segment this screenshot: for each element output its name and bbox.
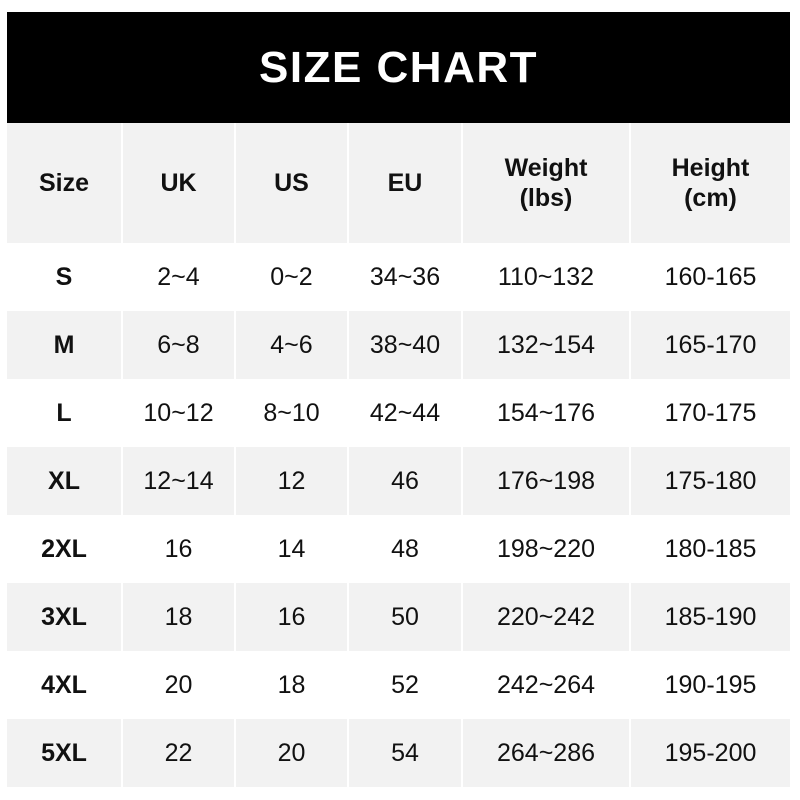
title-banner: SIZE CHART	[7, 12, 790, 123]
cell-us: 18	[235, 651, 349, 719]
table-row: S 2~4 0~2 34~36 110~132 160-165	[7, 243, 790, 311]
table-row: 4XL 20 18 52 242~264 190-195	[7, 651, 790, 719]
column-header-size: Size	[7, 123, 123, 243]
cell-weight: 220~242	[462, 583, 631, 651]
cell-eu: 34~36	[348, 243, 463, 311]
cell-uk: 16	[122, 515, 236, 583]
cell-weight: 154~176	[462, 379, 631, 447]
cell-eu: 48	[348, 515, 463, 583]
cell-eu: 42~44	[348, 379, 463, 447]
cell-us: 14	[235, 515, 349, 583]
column-header-eu-label: EU	[387, 168, 423, 197]
table-row: 5XL 22 20 54 264~286 195-200	[7, 719, 790, 787]
table-row: M 6~8 4~6 38~40 132~154 165-170	[7, 311, 790, 379]
cell-uk: 20	[122, 651, 236, 719]
cell-us: 12	[235, 447, 349, 515]
page-title: SIZE CHART	[259, 42, 538, 92]
cell-uk: 18	[122, 583, 236, 651]
cell-height: 180-185	[664, 534, 757, 563]
column-header-eu: EU	[348, 123, 463, 243]
cell-us: 4~6	[235, 311, 349, 379]
cell-size: 4XL	[7, 651, 123, 719]
cell-uk: 2~4	[122, 243, 236, 311]
column-header-uk-label: UK	[160, 168, 197, 197]
table-row: 3XL 18 16 50 220~242 185-190	[7, 583, 790, 651]
table-header: Size UK US EU Weight (lbs) Height (cm)	[7, 123, 790, 243]
cell-eu: 38~40	[348, 311, 463, 379]
cell-size: M	[7, 311, 123, 379]
cell-size: S	[7, 243, 123, 311]
cell-height: 185-190	[664, 602, 757, 631]
column-header-size-label: Size	[38, 168, 90, 197]
column-header-height-label: Height	[671, 153, 750, 182]
cell-size: 2XL	[7, 515, 123, 583]
cell-height: 165-170	[664, 330, 757, 359]
column-header-height: Height (cm)	[630, 123, 790, 243]
header-row: Size UK US EU Weight (lbs) Height (cm)	[7, 123, 790, 243]
cell-size: L	[7, 379, 123, 447]
cell-size: XL	[7, 447, 123, 515]
cell-weight: 198~220	[462, 515, 631, 583]
column-header-us-label: US	[274, 168, 309, 197]
cell-eu: 46	[348, 447, 463, 515]
cell-weight: 242~264	[462, 651, 631, 719]
cell-height: 190-195	[664, 670, 757, 699]
cell-height: 195-200	[664, 738, 757, 767]
table-row: L 10~12 8~10 42~44 154~176 170-175	[7, 379, 790, 447]
cell-eu: 54	[348, 719, 463, 787]
column-header-us: US	[235, 123, 349, 243]
column-header-weight-unit: (lbs)	[519, 184, 573, 212]
cell-weight: 176~198	[462, 447, 631, 515]
column-header-weight-label: Weight	[504, 153, 588, 182]
cell-uk: 6~8	[122, 311, 236, 379]
cell-us: 20	[235, 719, 349, 787]
column-header-height-unit: (cm)	[684, 184, 737, 212]
cell-weight: 132~154	[462, 311, 631, 379]
table-body: S 2~4 0~2 34~36 110~132 160-165 M 6~8 4~…	[7, 243, 790, 787]
cell-size: 3XL	[7, 583, 123, 651]
table-row: 2XL 16 14 48 198~220 180-185	[7, 515, 790, 583]
cell-height: 160-165	[664, 262, 757, 291]
cell-height: 175-180	[664, 466, 757, 495]
cell-height: 170-175	[664, 398, 757, 427]
cell-uk: 22	[122, 719, 236, 787]
size-chart-table: Size UK US EU Weight (lbs) Height (cm)	[7, 123, 790, 787]
column-header-uk: UK	[122, 123, 236, 243]
cell-size: 5XL	[7, 719, 123, 787]
cell-uk: 10~12	[122, 379, 236, 447]
cell-us: 8~10	[235, 379, 349, 447]
cell-us: 16	[235, 583, 349, 651]
cell-us: 0~2	[235, 243, 349, 311]
cell-eu: 50	[348, 583, 463, 651]
column-header-weight: Weight (lbs)	[462, 123, 631, 243]
cell-weight: 264~286	[462, 719, 631, 787]
cell-uk: 12~14	[122, 447, 236, 515]
cell-eu: 52	[348, 651, 463, 719]
cell-weight: 110~132	[462, 243, 631, 311]
table-row: XL 12~14 12 46 176~198 175-180	[7, 447, 790, 515]
